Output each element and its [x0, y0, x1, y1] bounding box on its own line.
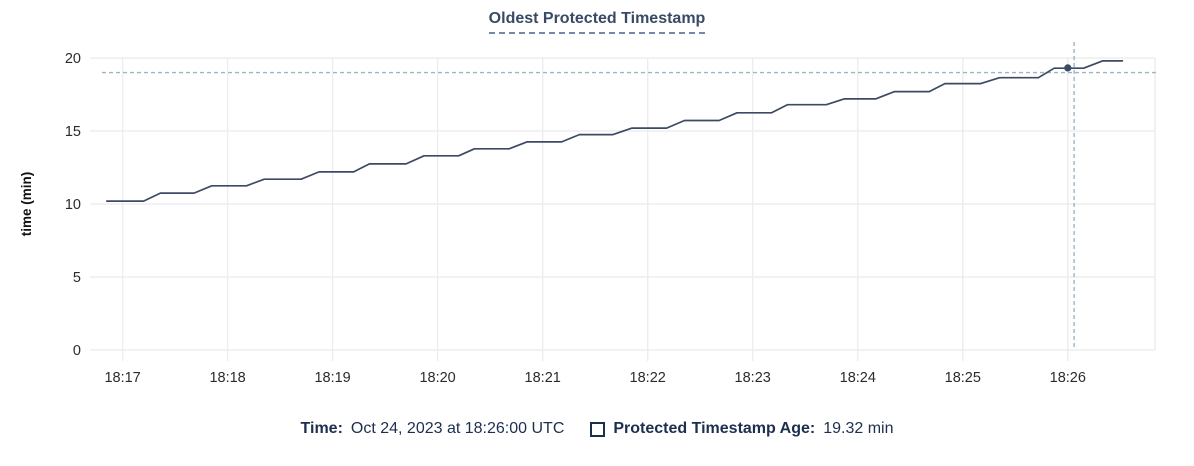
hover-point-dot: [1064, 64, 1072, 72]
x-tick-label: 18:25: [945, 370, 981, 386]
chart-header: Oldest Protected Timestamp: [0, 10, 1194, 34]
legend-series-value: 19.32 min: [823, 420, 894, 437]
y-tick-label: 20: [65, 51, 81, 67]
legend-time: Time: Oct 24, 2023 at 18:26:00 UTC: [301, 419, 565, 439]
x-tick-label: 18:23: [735, 370, 771, 386]
x-tick-label: 18:22: [630, 370, 666, 386]
y-tick-label: 15: [65, 124, 81, 140]
series-line-protected-timestamp-age: [105, 60, 1124, 202]
legend-item-protected-timestamp-age[interactable]: Protected Timestamp Age: 19.32 min: [590, 419, 893, 439]
chart-title[interactable]: Oldest Protected Timestamp: [488, 10, 706, 34]
x-tick-label: 18:17: [104, 370, 140, 386]
x-tick-label: 18:26: [1050, 370, 1086, 386]
x-tick-label: 18:21: [525, 370, 561, 386]
legend-checkbox-icon[interactable]: [590, 421, 606, 437]
y-tick-label: 0: [73, 343, 81, 359]
legend-time-value: Oct 24, 2023 at 18:26:00 UTC: [350, 420, 565, 437]
y-tick-label: 10: [65, 197, 81, 213]
y-tick-label: 5: [73, 270, 81, 286]
chart-canvas[interactable]: 0 5 10 15 20 18:17 18:18 18:19 18:20 18:21 18:22 18…: [0, 0, 1194, 400]
x-tick-label: 18:24: [840, 370, 876, 386]
legend-series-label: Protected Timestamp Age:: [613, 420, 816, 437]
legend-time-label: Time:: [300, 420, 343, 437]
y-axis-label: time (min): [19, 172, 34, 237]
x-tick-label: 18:19: [314, 370, 350, 386]
x-tick-label: 18:20: [419, 370, 455, 386]
x-tick-label: 18:18: [209, 370, 245, 386]
hover-legend: Time: Oct 24, 2023 at 18:26:00 UTC Prote…: [0, 419, 1194, 439]
